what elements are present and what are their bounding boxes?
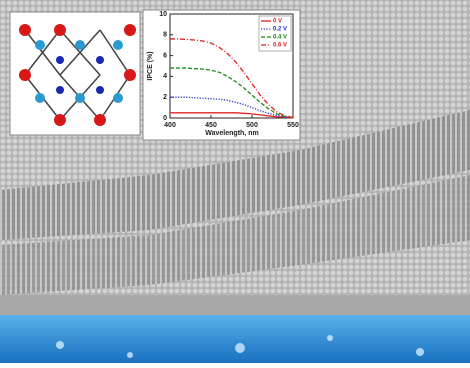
legend-label: 0.4 V xyxy=(273,35,287,41)
y-tick-label: 6 xyxy=(163,52,167,59)
substrate xyxy=(0,295,470,315)
legend-label: 0 V xyxy=(273,19,282,25)
y-tick-label: 0 xyxy=(163,115,167,122)
x-tick-label: 550 xyxy=(287,122,299,129)
water-band xyxy=(0,315,470,363)
y-tick-label: 8 xyxy=(163,32,167,39)
molecule-inset xyxy=(10,12,140,135)
legend-label: 0.6 V xyxy=(273,43,287,49)
x-tick-label: 400 xyxy=(164,122,176,129)
y-tick-label: 2 xyxy=(163,94,167,101)
x-tick-label: 500 xyxy=(246,122,258,129)
y-tick-label: 4 xyxy=(163,73,167,80)
legend-label: 0.2 V xyxy=(273,27,287,33)
x-tick-label: 450 xyxy=(205,122,217,129)
x-axis-label: Wavelength, nm xyxy=(205,130,258,137)
y-tick-label: 10 xyxy=(159,11,167,18)
y-axis-label: IPCE (%) xyxy=(147,51,154,80)
page: Wavelength, nm IPCE (%) 0 2 4 6 8 10 400 450 500… xyxy=(0,0,470,363)
